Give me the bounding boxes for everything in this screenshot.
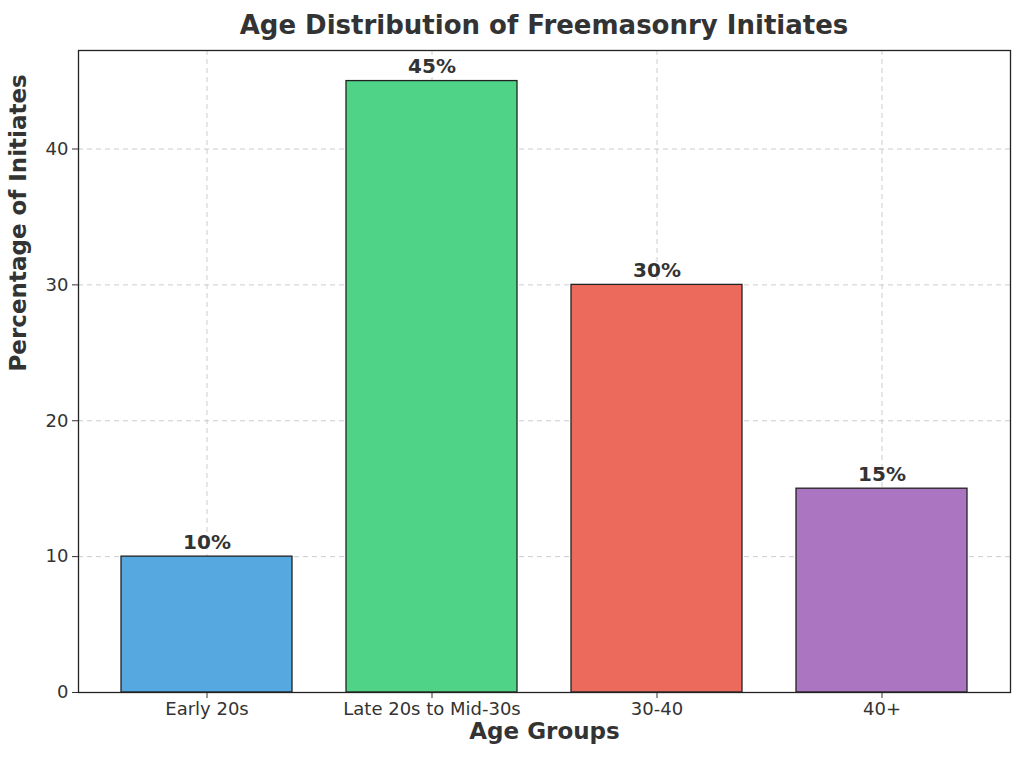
svg-text:40: 40 (46, 138, 69, 159)
svg-text:10: 10 (46, 545, 69, 566)
svg-text:Early 20s: Early 20s (165, 698, 248, 719)
svg-text:15%: 15% (858, 462, 906, 486)
svg-text:Percentage of Initiates: Percentage of Initiates (5, 74, 31, 371)
svg-text:30-40: 30-40 (631, 698, 683, 719)
svg-text:45%: 45% (408, 54, 456, 78)
svg-text:10%: 10% (183, 530, 231, 554)
html-text:Age Distribution of Freemasonr: Age Distribution of Freemasonry Initiate… (239, 10, 849, 40)
svg-text:30: 30 (46, 274, 69, 295)
svg-text:0: 0 (57, 681, 68, 702)
svg-text:Age Groups: Age Groups (469, 718, 619, 744)
svg-text:30%: 30% (633, 258, 681, 282)
svg-text:Late 20s to Mid-30s: Late 20s to Mid-30s (343, 698, 520, 719)
svg-text:40+: 40+ (863, 698, 901, 719)
svg-text:20: 20 (46, 410, 69, 431)
